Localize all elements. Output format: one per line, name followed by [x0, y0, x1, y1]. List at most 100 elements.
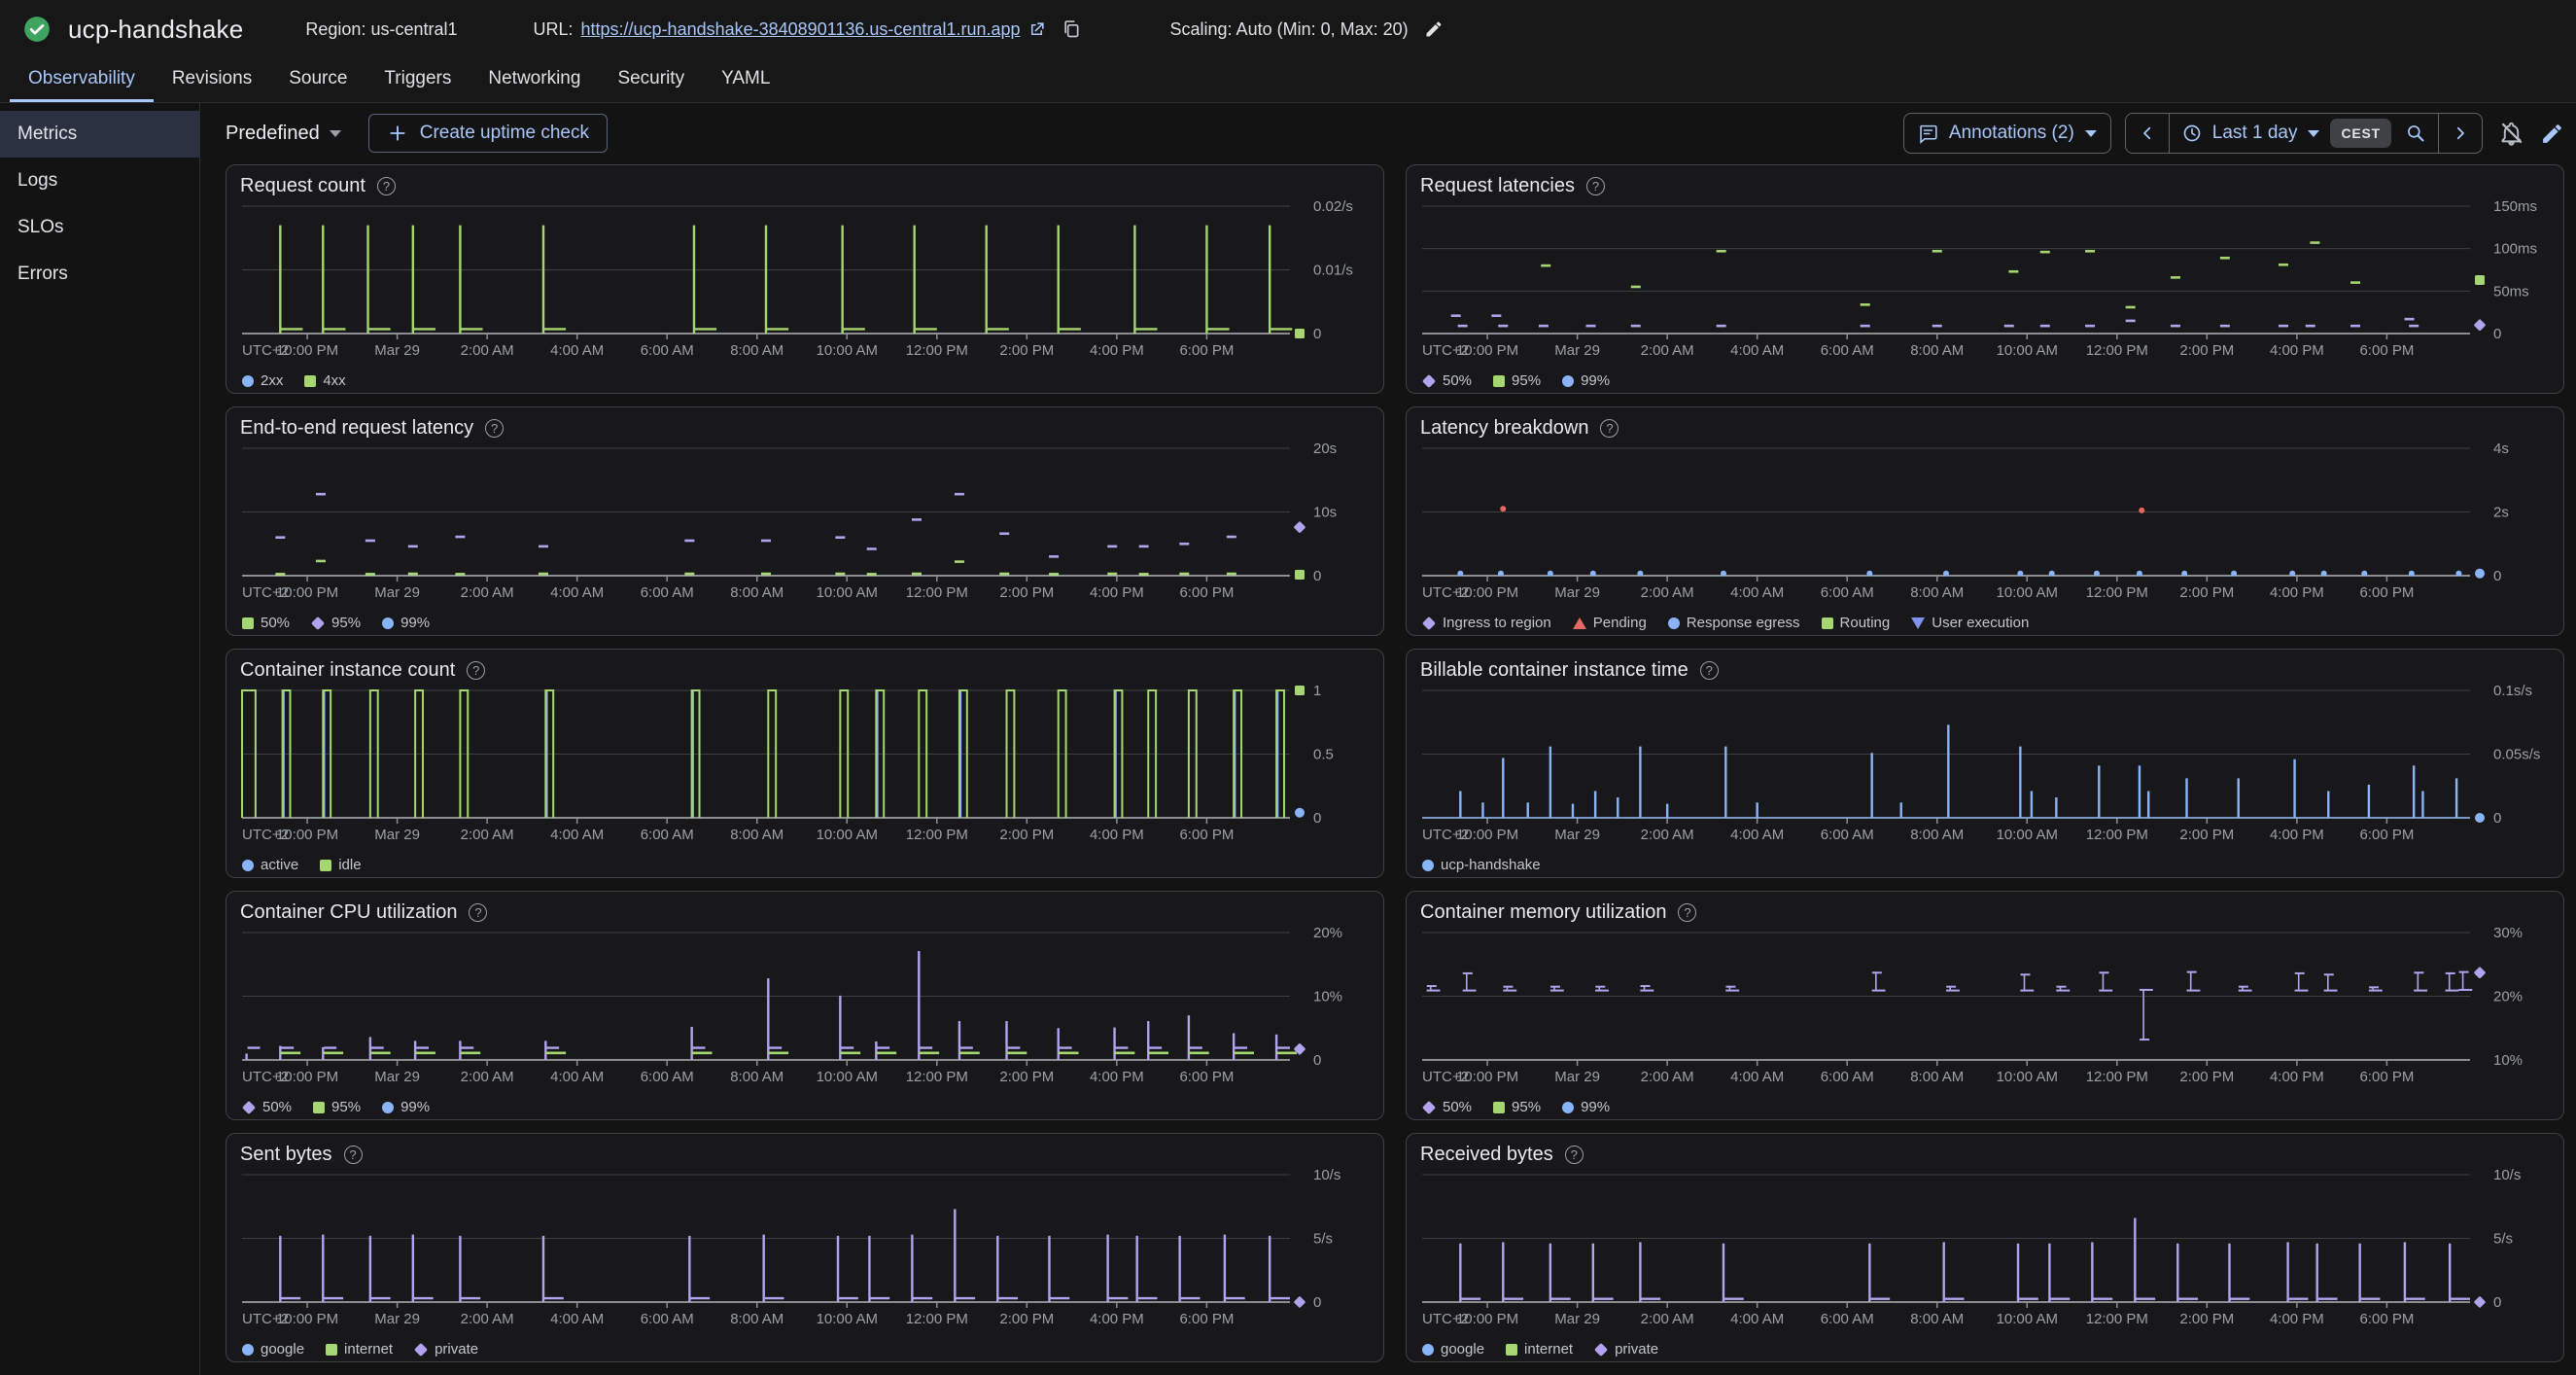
help-icon[interactable]: ? — [1678, 903, 1696, 922]
copy-url-icon[interactable] — [1062, 19, 1081, 39]
time-range-dropdown[interactable]: Last 1 day — [2212, 123, 2298, 144]
x-tick-label: 6:00 AM — [641, 827, 694, 843]
circle-marker-icon — [242, 1344, 254, 1356]
circle-marker-icon — [1422, 1344, 1434, 1356]
service-url-link[interactable]: https://ucp-handshake-38408901136.us-cen… — [581, 19, 1021, 40]
legend-label: 99% — [1581, 372, 1610, 389]
x-tick-label: 4:00 PM — [1090, 1069, 1144, 1085]
legend-item-response-egress[interactable]: Response egress — [1668, 615, 1800, 631]
help-icon[interactable]: ? — [469, 903, 487, 922]
legend-item-idle[interactable]: idle — [320, 857, 361, 873]
legend-item-99-[interactable]: 99% — [382, 1099, 430, 1115]
x-tick-label: 10:00 PM — [276, 827, 338, 843]
x-tick-label: 2:00 PM — [999, 342, 1054, 359]
legend-item-private[interactable]: private — [414, 1341, 478, 1357]
y-tick-label: 0 — [1313, 326, 1321, 342]
tab-triggers[interactable]: Triggers — [366, 58, 470, 102]
legend-item-99-[interactable]: 99% — [1562, 1099, 1610, 1115]
time-back-button[interactable] — [2126, 114, 2169, 153]
legend-label: google — [1441, 1341, 1484, 1357]
chart-legend: active idle — [240, 854, 1370, 881]
notifications-off-button[interactable] — [2498, 121, 2524, 147]
x-tick-label: 10:00 PM — [1456, 1311, 1518, 1327]
help-icon[interactable]: ? — [377, 177, 396, 195]
legend-item-active[interactable]: active — [242, 857, 298, 873]
legend-item-95-[interactable]: 95% — [313, 1099, 361, 1115]
chart-card-instance-count: Container instance count?10.50UTC+210:00… — [226, 649, 1384, 878]
y-tick-label: 0 — [1313, 1294, 1321, 1311]
y-tick-label: 5/s — [2493, 1231, 2513, 1248]
series-95- — [275, 494, 1236, 556]
chart-title: Container instance count — [240, 659, 455, 682]
series-50- — [275, 561, 1236, 574]
time-forward-button[interactable] — [2438, 114, 2482, 153]
legend-item-50-[interactable]: 50% — [242, 1099, 292, 1115]
legend-item-ucp-handshake[interactable]: ucp-handshake — [1422, 857, 1541, 873]
x-tick-label: 6:00 AM — [1821, 827, 1874, 843]
legend-item-99-[interactable]: 99% — [1562, 372, 1610, 389]
legend-item-50-[interactable]: 50% — [1422, 1099, 1472, 1115]
legend-item-internet[interactable]: internet — [326, 1341, 393, 1357]
chevron-down-icon — [330, 130, 341, 137]
sidebar-item-logs[interactable]: Logs — [0, 158, 199, 204]
sidebar-item-slos[interactable]: SLOs — [0, 204, 199, 251]
x-tick-label: 4:00 AM — [550, 827, 604, 843]
legend-item-50-[interactable]: 50% — [1422, 372, 1472, 389]
x-tick-label: 10:00 PM — [276, 1311, 338, 1327]
x-tick-label: 12:00 PM — [2086, 584, 2148, 601]
external-link-icon[interactable] — [1027, 20, 1046, 39]
edit-scaling-icon[interactable] — [1424, 19, 1444, 39]
annotations-button[interactable]: Annotations (2) — [1903, 113, 2111, 154]
sidebar-item-metrics[interactable]: Metrics — [0, 111, 199, 158]
help-icon[interactable]: ? — [1600, 419, 1619, 438]
x-tick-label: 2:00 PM — [2179, 342, 2234, 359]
zoom-icon[interactable] — [2406, 123, 2425, 143]
legend-item-2xx[interactable]: 2xx — [242, 372, 283, 389]
y-tick-label: 100ms — [2493, 241, 2537, 258]
legend-item-50-[interactable]: 50% — [242, 615, 290, 631]
legend-item-user-execution[interactable]: User execution — [1911, 615, 2029, 631]
legend-label: internet — [1524, 1341, 1573, 1357]
diamond-marker-icon — [1422, 616, 1436, 629]
tab-security[interactable]: Security — [599, 58, 703, 102]
x-tick-label: 6:00 AM — [641, 584, 694, 601]
predefined-dropdown[interactable]: Predefined — [226, 123, 341, 145]
legend-item-99-[interactable]: 99% — [382, 615, 430, 631]
x-tick-label: 2:00 AM — [1641, 827, 1694, 843]
x-tick-label: 10:00 AM — [817, 1069, 878, 1085]
legend-item-95-[interactable]: 95% — [1493, 372, 1541, 389]
tab-networking[interactable]: Networking — [470, 58, 599, 102]
legend-item-routing[interactable]: Routing — [1822, 615, 1891, 631]
tab-source[interactable]: Source — [270, 58, 366, 102]
circle-marker-icon — [382, 617, 394, 629]
chart-title: Sent bytes — [240, 1144, 332, 1166]
help-icon[interactable]: ? — [344, 1146, 363, 1164]
sidebar-item-errors[interactable]: Errors — [0, 251, 199, 298]
help-icon[interactable]: ? — [1565, 1146, 1584, 1164]
uptime-label: Create uptime check — [420, 123, 589, 144]
help-icon[interactable]: ? — [1700, 661, 1719, 680]
tab-observability[interactable]: Observability — [10, 58, 154, 102]
x-tick-label: 10:00 AM — [817, 342, 878, 359]
legend-item-4xx[interactable]: 4xx — [304, 372, 345, 389]
chart-plot-sent-bytes: 10/s5/s0UTC+210:00 PMMar 292:00 AM4:00 A… — [240, 1168, 1366, 1333]
legend-item-private[interactable]: private — [1594, 1341, 1658, 1357]
create-uptime-check-button[interactable]: Create uptime check — [368, 114, 608, 153]
legend-item-95-[interactable]: 95% — [311, 615, 361, 631]
help-icon[interactable]: ? — [1586, 177, 1605, 195]
tab-yaml[interactable]: YAML — [703, 58, 788, 102]
edit-dashboard-button[interactable] — [2540, 122, 2564, 146]
x-tick-label: 10:00 PM — [276, 342, 338, 359]
help-icon[interactable]: ? — [485, 419, 504, 438]
legend-item-google[interactable]: google — [1422, 1341, 1484, 1357]
legend-item-pending[interactable]: Pending — [1573, 615, 1647, 631]
legend-item-95-[interactable]: 95% — [1493, 1099, 1541, 1115]
legend-item-internet[interactable]: internet — [1506, 1341, 1573, 1357]
help-icon[interactable]: ? — [467, 661, 485, 680]
tab-revisions[interactable]: Revisions — [154, 58, 270, 102]
legend-item-google[interactable]: google — [242, 1341, 304, 1357]
x-tick-label: 2:00 AM — [461, 342, 514, 359]
chart-legend: Ingress to region Pending Response egress R… — [1420, 612, 2550, 639]
legend-item-ingress-to-region[interactable]: Ingress to region — [1422, 615, 1551, 631]
timezone-badge[interactable]: CEST — [2330, 119, 2391, 148]
